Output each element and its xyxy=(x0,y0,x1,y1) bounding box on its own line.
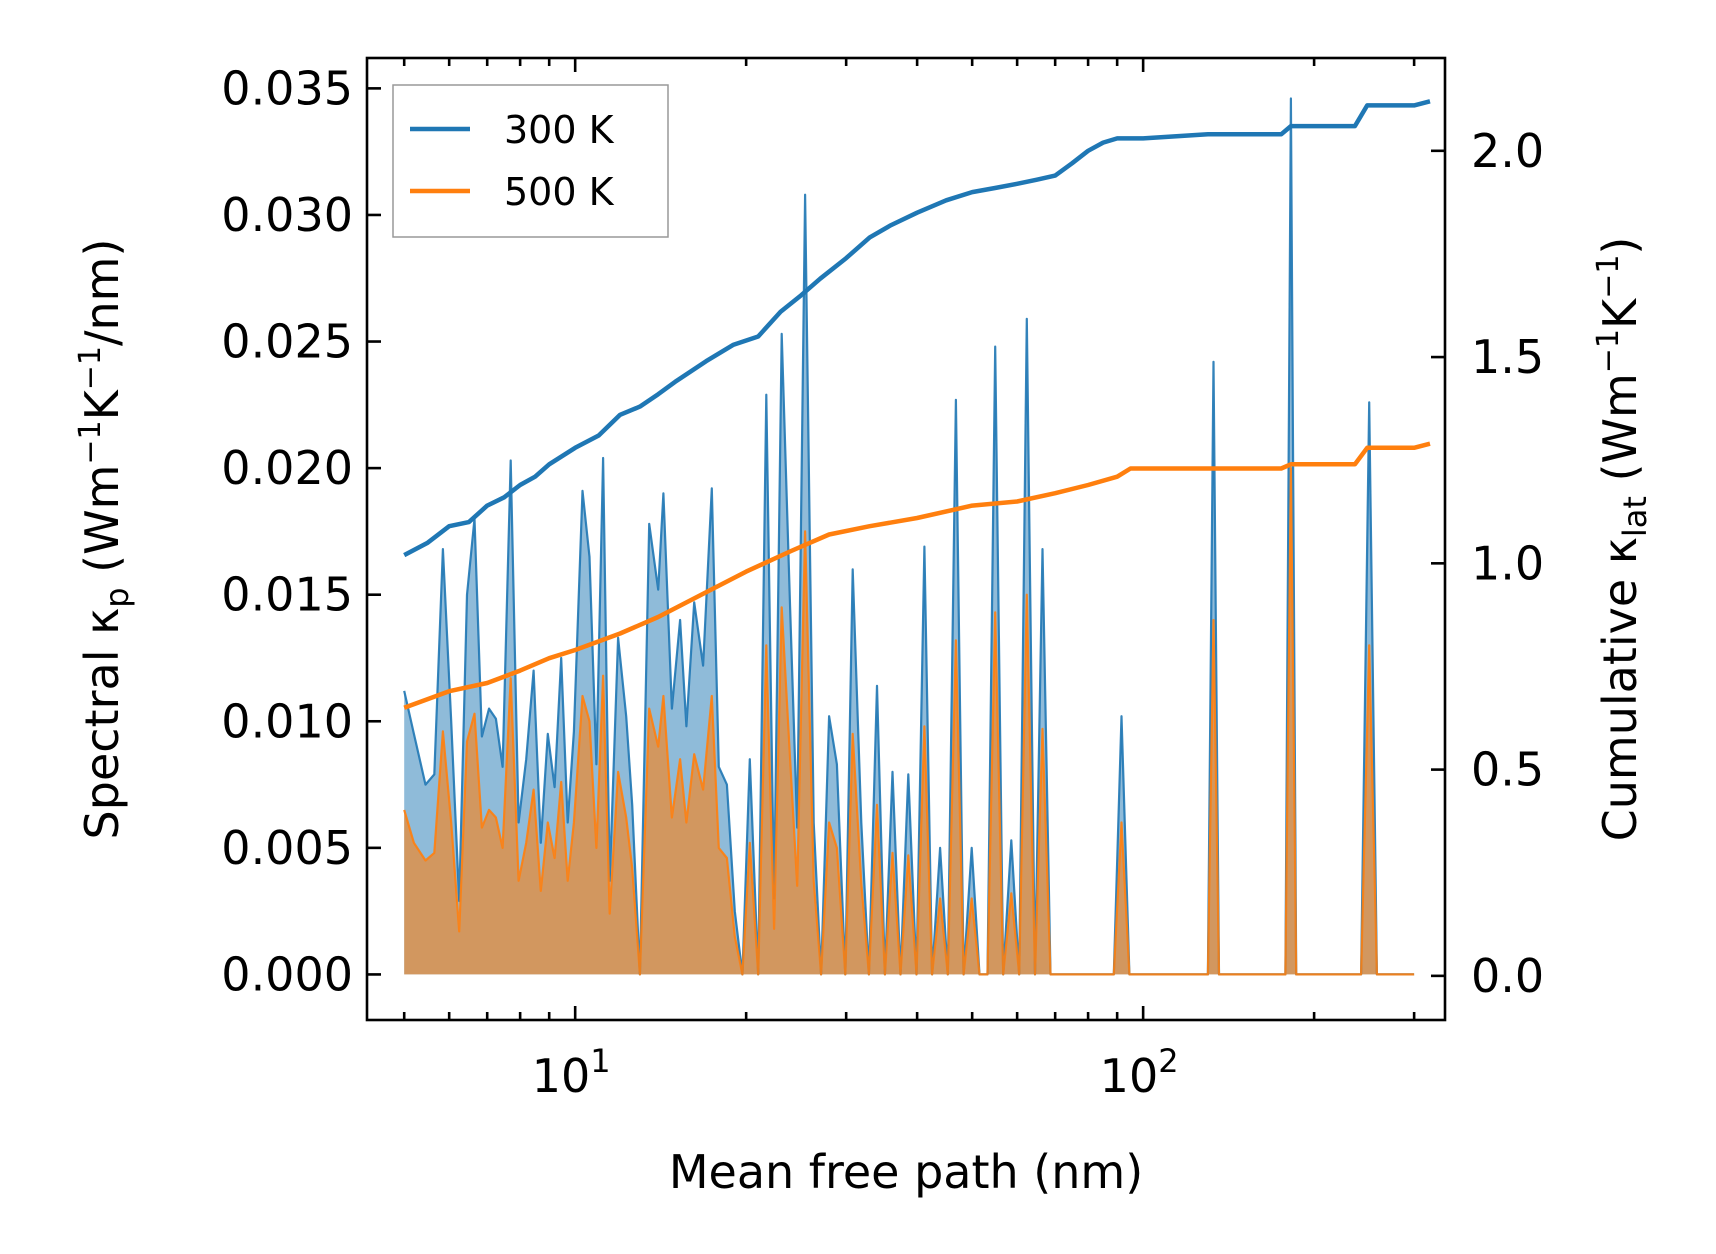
y-right-tick-label: 0.5 xyxy=(1471,743,1544,797)
spectral-lines xyxy=(403,97,1415,976)
cumulative-line-500k xyxy=(403,441,1431,710)
x-tick-label: 101 xyxy=(532,1042,611,1103)
y-left-tick-label: 0.000 xyxy=(221,947,353,1001)
y-right-tick-label: 2.0 xyxy=(1471,124,1544,178)
y-left-tick-label: 0.030 xyxy=(221,188,353,242)
x-axis-label: Mean free path (nm) xyxy=(669,1145,1143,1199)
y-right-tick-label: 0.0 xyxy=(1471,949,1544,1003)
spectral-area-500k xyxy=(404,468,1415,975)
y-right-tick-label: 1.5 xyxy=(1471,330,1544,384)
plot-frame xyxy=(365,56,1447,1022)
cumulative-lines xyxy=(403,99,1431,710)
y-axis-label-left: Spectral κp (Wm−1K−1/nm) xyxy=(73,239,136,840)
y-left-tick-label: 0.005 xyxy=(221,821,353,875)
axis-ticks xyxy=(367,58,1445,1020)
legend-label-300k: 300 K xyxy=(504,108,615,152)
legend-label-500k: 500 K xyxy=(504,170,615,214)
y-left-tick-label: 0.035 xyxy=(221,61,353,115)
cumulative-line-300k xyxy=(403,99,1431,558)
tick-labels: 101 1020.0000.0050.0100.0150.0200.0250.03… xyxy=(221,61,1544,1103)
y-axis-label-right: Cumulative κlat (Wm−1K−1) xyxy=(1591,237,1654,842)
spectral-line-500k xyxy=(403,467,1415,976)
legend: 300 K 500 K xyxy=(392,84,669,238)
y-right-tick-label: 1.0 xyxy=(1471,536,1544,590)
y-left-tick-label: 0.015 xyxy=(221,568,353,622)
legend-box xyxy=(392,84,669,238)
y-left-tick-label: 0.010 xyxy=(221,694,353,748)
spectral-fills xyxy=(404,98,1415,975)
x-tick-label: 102 xyxy=(1100,1042,1179,1103)
y-left-tick-label: 0.025 xyxy=(221,315,353,369)
y-left-tick-label: 0.020 xyxy=(221,441,353,495)
